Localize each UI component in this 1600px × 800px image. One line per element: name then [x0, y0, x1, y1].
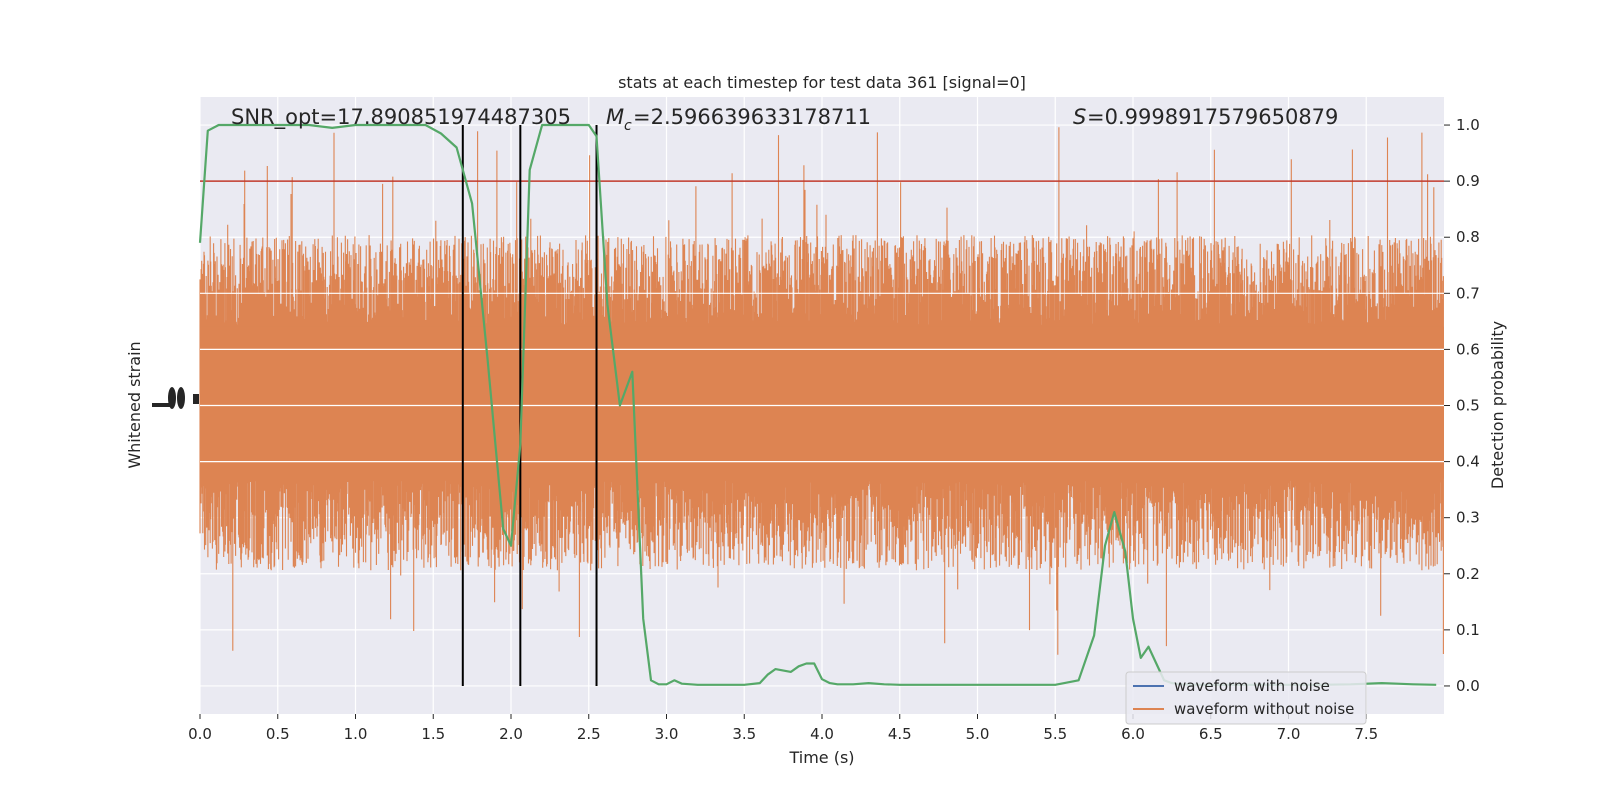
legend-label-without-noise: waveform without noise — [1174, 700, 1354, 718]
legend-label-with-noise: waveform with noise — [1174, 677, 1330, 695]
y-axis-ticks-right: 0.0 0.1 0.2 0.3 0.4 0.5 0.6 0.7 0.8 0.9 1.0 — [1444, 116, 1480, 695]
stat-value: =0.9998917579650879 — [1087, 105, 1338, 129]
x-tick-label: 5.5 — [1043, 725, 1067, 743]
x-tick-label: 7.5 — [1354, 725, 1378, 743]
y-tick-label: 0.0 — [1456, 677, 1480, 695]
x-tick-label: 2.0 — [499, 725, 523, 743]
x-axis-label: Time (s) — [788, 748, 854, 767]
y-tick-label: 0.4 — [1456, 453, 1480, 471]
snr-annotation: SNR_opt=17.890851974487305 — [231, 105, 571, 130]
y-tick-label: 0.1 — [1456, 621, 1480, 639]
x-tick-label: 1.0 — [344, 725, 368, 743]
x-tick-label: 3.5 — [732, 725, 756, 743]
y-tick-label: 0.6 — [1456, 340, 1480, 358]
x-tick-label: 6.0 — [1121, 725, 1145, 743]
svg-text:c: c — [624, 118, 632, 134]
chart-title: stats at each timestep for test data 361… — [618, 73, 1026, 92]
vertical-markers — [461, 125, 598, 686]
waveform-core — [200, 326, 1444, 479]
legend-box — [1125, 671, 1367, 725]
svg-text:S: S — [1073, 105, 1086, 129]
x-tick-label: 1.5 — [421, 725, 445, 743]
y-axis-label-right: Detection probability — [1488, 321, 1507, 489]
x-tick-label: 0.5 — [266, 725, 290, 743]
y-tick-label: 0.5 — [1456, 397, 1480, 415]
x-tick-label: 4.0 — [810, 725, 834, 743]
x-tick-label: 3.0 — [655, 725, 679, 743]
y-tick-label: 0.3 — [1456, 509, 1480, 527]
x-tick-label: 2.5 — [577, 725, 601, 743]
x-tick-label: 6.5 — [1199, 725, 1223, 743]
y-tick-label: 1.0 — [1456, 116, 1480, 134]
y-tick-label: 0.7 — [1456, 284, 1480, 302]
x-tick-label: 4.5 — [888, 725, 912, 743]
x-tick-label: 7.0 — [1277, 725, 1301, 743]
y-tick-label: 0.9 — [1456, 172, 1480, 190]
svg-text:M: M — [606, 105, 624, 129]
x-axis-ticks: 0.0 0.5 1.0 1.5 2.0 2.5 3.0 3.5 4.0 4.5 5.0 5.5 6.0 6… — [188, 714, 1378, 743]
x-tick-label: 5.0 — [966, 725, 990, 743]
waveform-without-noise — [199, 127, 1444, 655]
stat-annotation: S =0.9998917579650879 — [1073, 105, 1338, 129]
x-tick-label: 0.0 — [188, 725, 212, 743]
y-tick-label: 0.8 — [1456, 228, 1480, 246]
y-tick-label: 0.2 — [1456, 565, 1480, 583]
legend: waveform with noise waveform without noi… — [1125, 671, 1367, 725]
chirp-mass-value: =2.596639633178711 — [633, 105, 871, 129]
y-axis-label-left: Whitened strain — [125, 341, 144, 468]
left-axis-tick-blob — [152, 387, 199, 409]
chirp-mass-annotation: M c =2.596639633178711 — [606, 105, 871, 134]
